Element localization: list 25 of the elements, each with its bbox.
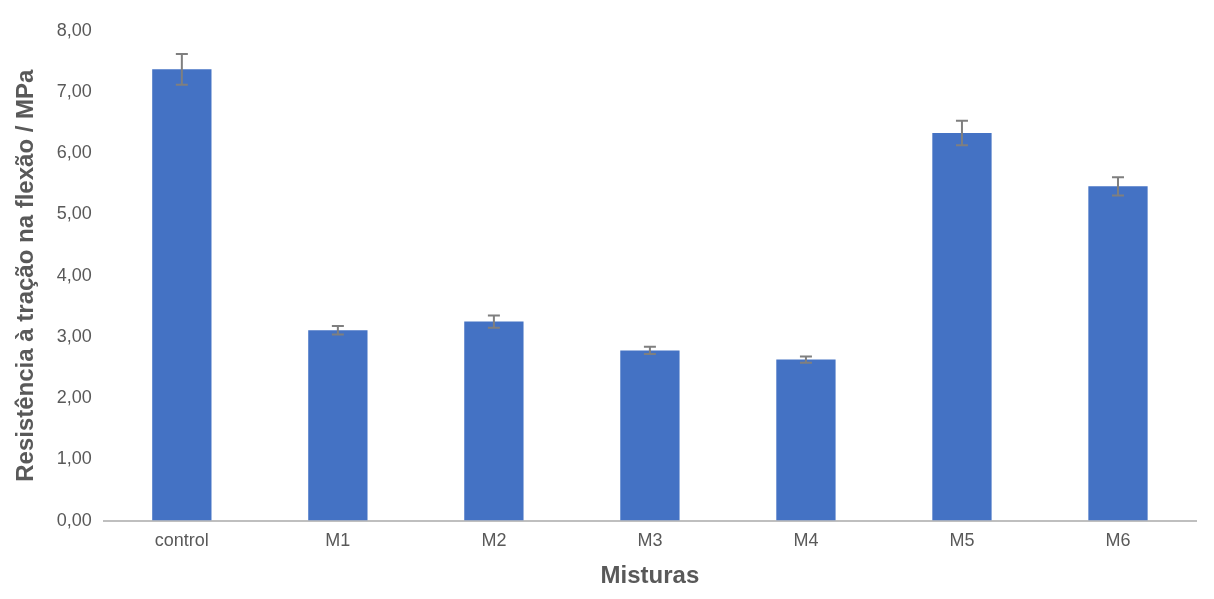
- y-tick-label: 4,00: [56, 264, 92, 285]
- y-tick-label: 6,00: [56, 142, 92, 163]
- y-tick-label: 1,00: [56, 448, 92, 469]
- bar: [308, 330, 368, 521]
- x-tick-label: M5: [949, 530, 975, 551]
- bar: [932, 133, 992, 521]
- bar: [152, 69, 212, 521]
- x-tick-label: M2: [481, 530, 507, 551]
- bar: [620, 350, 680, 521]
- y-tick-label: 0,00: [56, 509, 92, 530]
- y-tick-label: 5,00: [56, 203, 92, 224]
- y-tick-label: 7,00: [56, 80, 92, 101]
- bar: [1088, 186, 1148, 521]
- y-axis-title: Resistência à tração na flexão / MPa: [11, 68, 39, 482]
- x-tick-label: M1: [325, 530, 351, 551]
- y-tick-label: 8,00: [56, 19, 92, 40]
- x-axis-title: Misturas: [600, 561, 700, 589]
- x-tick-label: M4: [793, 530, 819, 551]
- bar: [464, 321, 524, 521]
- y-tick-label: 2,00: [56, 387, 92, 408]
- y-tick-label: 3,00: [56, 325, 92, 346]
- x-tick-label: M6: [1105, 530, 1131, 551]
- x-tick-label: M3: [637, 530, 663, 551]
- bar: [776, 359, 836, 521]
- x-tick-label: control: [154, 530, 209, 551]
